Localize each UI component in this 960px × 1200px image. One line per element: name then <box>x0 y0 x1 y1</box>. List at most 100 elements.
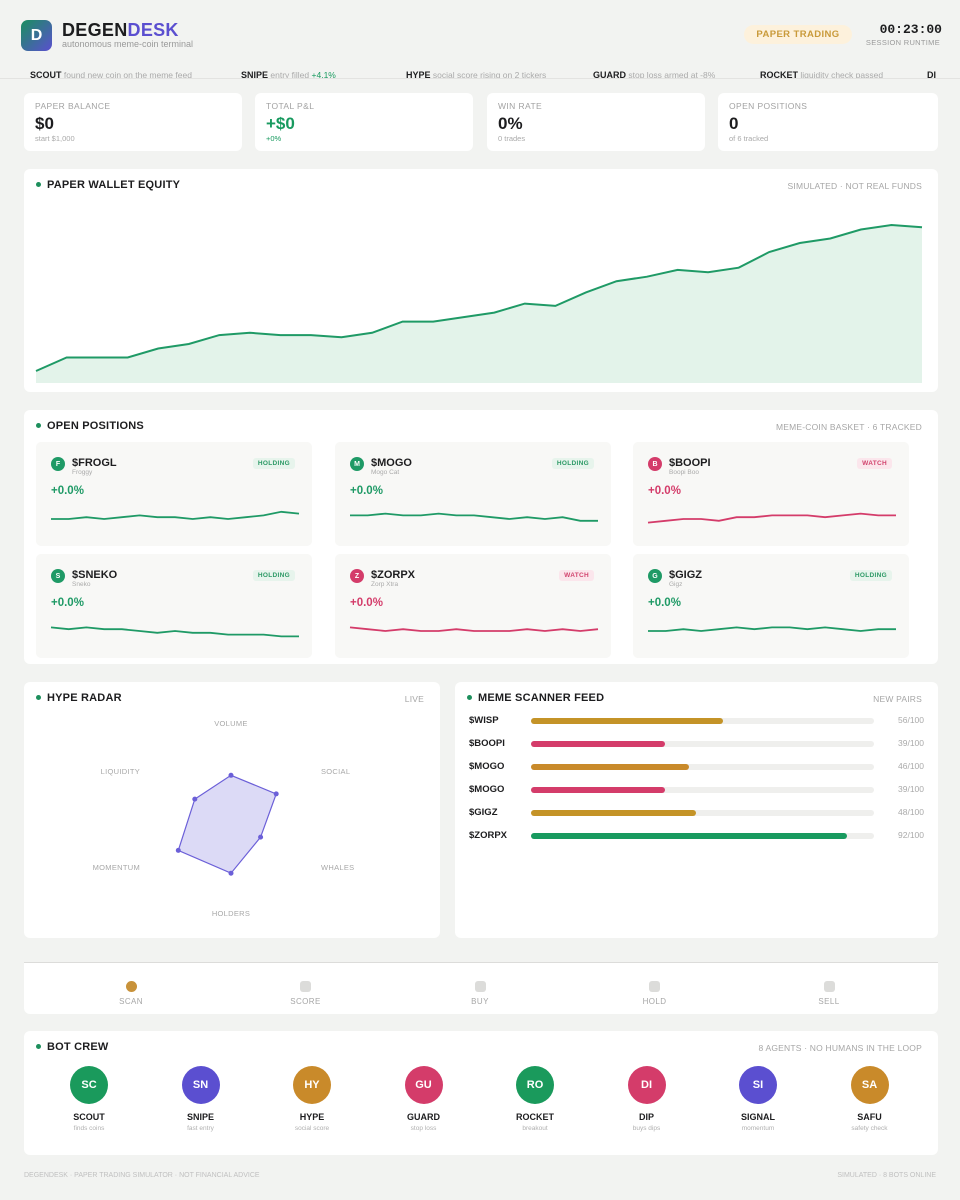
bot-signal[interactable]: SI SIGNAL momentum <box>713 1066 803 1132</box>
bot-name: SAFU <box>857 1112 882 1122</box>
radar-note: LIVE <box>404 694 424 704</box>
radar-shape <box>177 774 277 874</box>
radar-axis-label: SOCIAL <box>321 767 351 776</box>
equity-title: PAPER WALLET EQUITY <box>36 179 180 191</box>
position-card[interactable]: M $MOGO Mogo Cat HOLDING +0.0% <box>335 442 611 546</box>
bot-safu[interactable]: SA SAFU safety check <box>825 1066 915 1132</box>
bot-snipe[interactable]: SN SNIPE fast entry <box>156 1066 246 1132</box>
mode-badge: PAPER TRADING <box>744 25 852 44</box>
scanner-ticker: $WISP <box>469 715 499 726</box>
step-label: SCAN <box>119 997 143 1006</box>
score-track <box>531 764 874 770</box>
radar-point <box>228 772 234 778</box>
status-badge: WATCH <box>857 458 892 469</box>
coin-ticker: $GIGZ <box>669 569 703 581</box>
position-card[interactable]: Z $ZORPX Zorp Xtra WATCH +0.0% <box>335 554 611 658</box>
radar-point <box>273 791 279 797</box>
coin-sparkline <box>349 626 599 632</box>
score-track <box>531 718 874 724</box>
step-label: SELL <box>818 997 840 1006</box>
equity-panel: PAPER WALLET EQUITY SIMULATED · NOT REAL… <box>24 169 938 392</box>
scanner-row[interactable]: $WISP 56/100 <box>469 714 924 728</box>
coin-icon: B <box>648 457 662 471</box>
avatar: GU <box>404 1066 443 1104</box>
coin-name: Sneko <box>72 581 91 588</box>
coin-ticker: $SNEKO <box>72 569 118 581</box>
radar-axis-label: LIQUIDITY <box>100 767 140 776</box>
scanner-panel: MEME SCANNER FEED NEW PAIRS $WISP 56/100 $… <box>455 682 938 938</box>
bot-hype[interactable]: HY HYPE social score <box>267 1066 357 1132</box>
coin-change: +0.0% <box>648 597 681 609</box>
positions-note: MEME-COIN BASKET · 6 TRACKED <box>775 422 922 432</box>
coin-ticker: $FROGL <box>72 457 117 469</box>
scanner-ticker: $ZORPX <box>469 830 508 841</box>
sparkline-path <box>647 512 896 524</box>
sparkline-path <box>648 626 896 632</box>
bot-rocket[interactable]: RO ROCKET breakout <box>490 1066 580 1132</box>
positions-title: OPEN POSITIONS <box>36 420 144 432</box>
crew-title: BOT CREW <box>36 1041 108 1053</box>
avatar: SN <box>181 1066 220 1104</box>
score-fill <box>531 833 847 839</box>
bot-guard[interactable]: GU GUARD stop loss <box>379 1066 469 1132</box>
scanner-score: 56/100 <box>898 715 924 725</box>
stat-card-winrate: WIN RATE 0% 0 trades <box>487 93 705 151</box>
radar-point <box>228 870 234 876</box>
equity-note: SIMULATED · NOT REAL FUNDS <box>787 181 922 191</box>
score-fill <box>531 718 724 724</box>
position-card[interactable]: B $BOOPI Boopi Boo WATCH +0.0% <box>633 442 909 546</box>
step-indicator <box>300 981 311 992</box>
bot-name: ROCKET <box>516 1112 554 1122</box>
coin-change: +0.0% <box>51 485 84 497</box>
coin-change: +0.0% <box>350 597 383 609</box>
coin-name: Gigz <box>669 581 683 588</box>
score-track <box>531 741 874 747</box>
avatar: HY <box>293 1066 331 1104</box>
coin-name: Mogo Cat <box>371 469 400 476</box>
stat-sub: +0% <box>266 134 282 143</box>
scanner-score: 48/100 <box>898 807 924 817</box>
coin-sparkline <box>648 626 896 632</box>
stat-value: 0% <box>498 114 523 133</box>
app-tagline: autonomous meme-coin terminal <box>62 39 194 49</box>
score-track <box>531 787 874 793</box>
scanner-row[interactable]: $BOOPI 39/100 <box>469 737 924 751</box>
scanner-row[interactable]: $MOGO 46/100 <box>469 760 924 774</box>
scanner-note: NEW PAIRS <box>873 694 922 704</box>
step-label: HOLD <box>642 997 667 1006</box>
footer-right: SIMULATED · 8 BOTS ONLINE <box>837 1172 936 1179</box>
scanner-row[interactable]: $MOGO 39/100 <box>469 783 924 797</box>
scanner-row[interactable]: $ZORPX 92/100 <box>469 829 924 843</box>
bot-name: GUARD <box>407 1112 440 1122</box>
brand-part-a: DEGEN <box>62 20 128 40</box>
crew-panel: BOT CREW 8 AGENTS · NO HUMANS IN THE LOO… <box>24 1031 938 1155</box>
position-card[interactable]: F $FROGL Froggy HOLDING +0.0% <box>36 442 312 546</box>
position-card[interactable]: G $GIGZ Gigz HOLDING +0.0% <box>633 554 909 658</box>
step-indicator <box>649 981 660 992</box>
radar-point <box>175 847 181 853</box>
scanner-row[interactable]: $GIGZ 48/100 <box>469 806 924 820</box>
activity-ticker: SCOUT found new coin on the meme feed SN… <box>0 63 960 79</box>
stat-card-balance: PAPER BALANCE $0 start $1,000 <box>24 93 242 151</box>
session-clock: 00:23:00 <box>879 22 942 37</box>
ticker-item: HYPE social score rising on 2 tickers <box>406 70 547 79</box>
coin-change: +0.0% <box>51 597 84 609</box>
app-brand: DEGENDESK <box>62 20 179 41</box>
coin-name: Boopi Boo <box>669 469 699 476</box>
footer-left: DEGENDESK · PAPER TRADING SIMULATOR · NO… <box>24 1172 260 1179</box>
coin-sparkline <box>647 512 896 524</box>
avatar: RO <box>516 1066 554 1104</box>
scanner-score: 92/100 <box>898 830 924 840</box>
pipeline-bar: SCAN SCORE BUY HOLD SELL <box>24 962 938 1014</box>
pipeline-step-buy: BUY <box>440 981 520 1006</box>
session-clock-label: SESSION RUNTIME <box>865 38 940 47</box>
coin-ticker: $ZORPX <box>371 569 416 581</box>
bot-scout[interactable]: SC SCOUT finds coins <box>44 1066 134 1132</box>
avatar: DI <box>627 1066 666 1104</box>
position-card[interactable]: S $SNEKO Sneko HOLDING +0.0% <box>36 554 312 658</box>
bot-role: safety check <box>851 1125 888 1132</box>
stat-label: PAPER BALANCE <box>35 101 111 111</box>
bot-dip[interactable]: DI DIP buys dips <box>602 1066 692 1132</box>
pipeline-step-hold: HOLD <box>615 981 695 1006</box>
bot-role: social score <box>294 1125 330 1132</box>
